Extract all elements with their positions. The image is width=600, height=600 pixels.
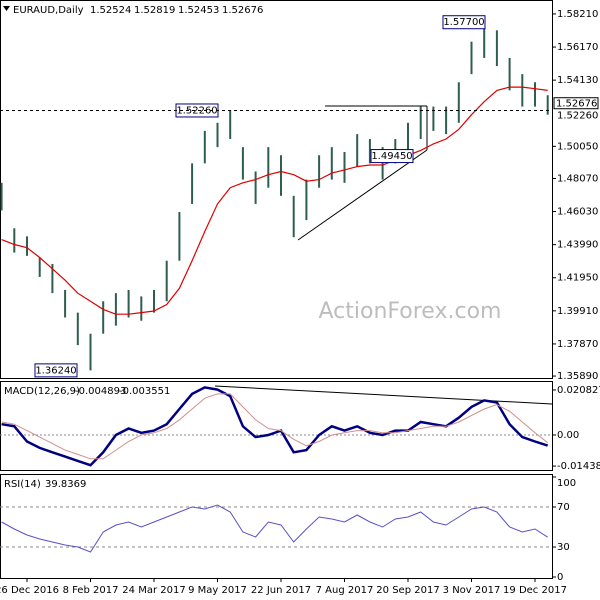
y-tick-label: 1.37870 [557,339,598,350]
y-tick-label: -0.014386 [557,461,600,472]
watermark: ActionForex.com [319,299,502,324]
x-tick-label: 20 Sep 2017 [376,585,439,596]
annotation-box [442,15,486,30]
rsi-title: RSI(14) [4,479,41,490]
annotation-label: 1.36240 [35,365,76,376]
header-value: -0.003551 [119,386,170,397]
main-panel [0,0,553,379]
y-tick-label: 1.41950 [557,273,598,284]
macd-trend-line [214,385,553,405]
macd-title: MACD(12,26,9) [4,386,80,397]
annotation-label: 1.49450 [371,151,412,162]
x-tick-label: 26 Dec 2016 [0,585,59,596]
header-value: -0.004893 [75,386,126,397]
header-value: 39.8369 [45,479,86,490]
x-tick-label: 22 Jun 2017 [251,585,311,596]
signal-line [1,393,549,460]
menu-icon [3,6,10,11]
y-tick-label: 1.39910 [557,306,598,317]
y-tick-label: 1.46030 [557,207,598,218]
y-tick-label: 1.58210 [557,9,598,20]
annotation-label: 1.52260 [176,105,217,116]
y-tick-label: 70 [557,502,570,513]
x-tick-label: 7 Aug 2017 [316,585,374,596]
x-tick-label: 3 Nov 2017 [443,585,501,596]
y-tick-label: 0.00 [557,430,579,441]
header-value: 1.52676 [222,5,263,16]
rsi-line [1,504,548,553]
annotation-box [34,363,78,378]
annotation-label: 1.57700 [443,17,484,28]
trend-line [297,149,428,241]
x-tick-label: 8 Feb 2017 [63,585,119,596]
x-tick-label: 9 May 2017 [188,585,247,596]
annotation-box [370,149,414,164]
moving-average [1,86,548,315]
rsi-panel [0,474,553,579]
y-tick-label: 30 [557,542,570,553]
current-price-label: 1.52676 [556,99,597,110]
y-tick-label: 1.54130 [557,75,598,86]
y-tick-label: 0 [557,572,563,583]
y-tick-label: 1.35890 [557,371,598,382]
y-tick-label: 1.50050 [557,141,598,152]
y-tick-label: 100 [557,478,576,489]
y-tick-label: 1.43990 [557,240,598,251]
x-tick-label: 19 Dec 2017 [503,585,567,596]
header-value: 1.52453 [178,5,219,16]
x-tick-label: 24 Mar 2017 [122,585,185,596]
symbol-label: EURAUD,Daily [13,5,84,16]
header-value: 1.52819 [134,5,175,16]
y-tick-label: 1.56170 [557,42,598,53]
header-value: 1.52524 [90,5,131,16]
y-tick-label: 0.020827 [557,385,600,396]
macd-panel [0,381,553,471]
macd-line [1,386,549,467]
level-label: 1.52260 [557,110,598,121]
current-price-box [553,97,599,110]
y-tick-label: 1.48070 [557,173,598,184]
